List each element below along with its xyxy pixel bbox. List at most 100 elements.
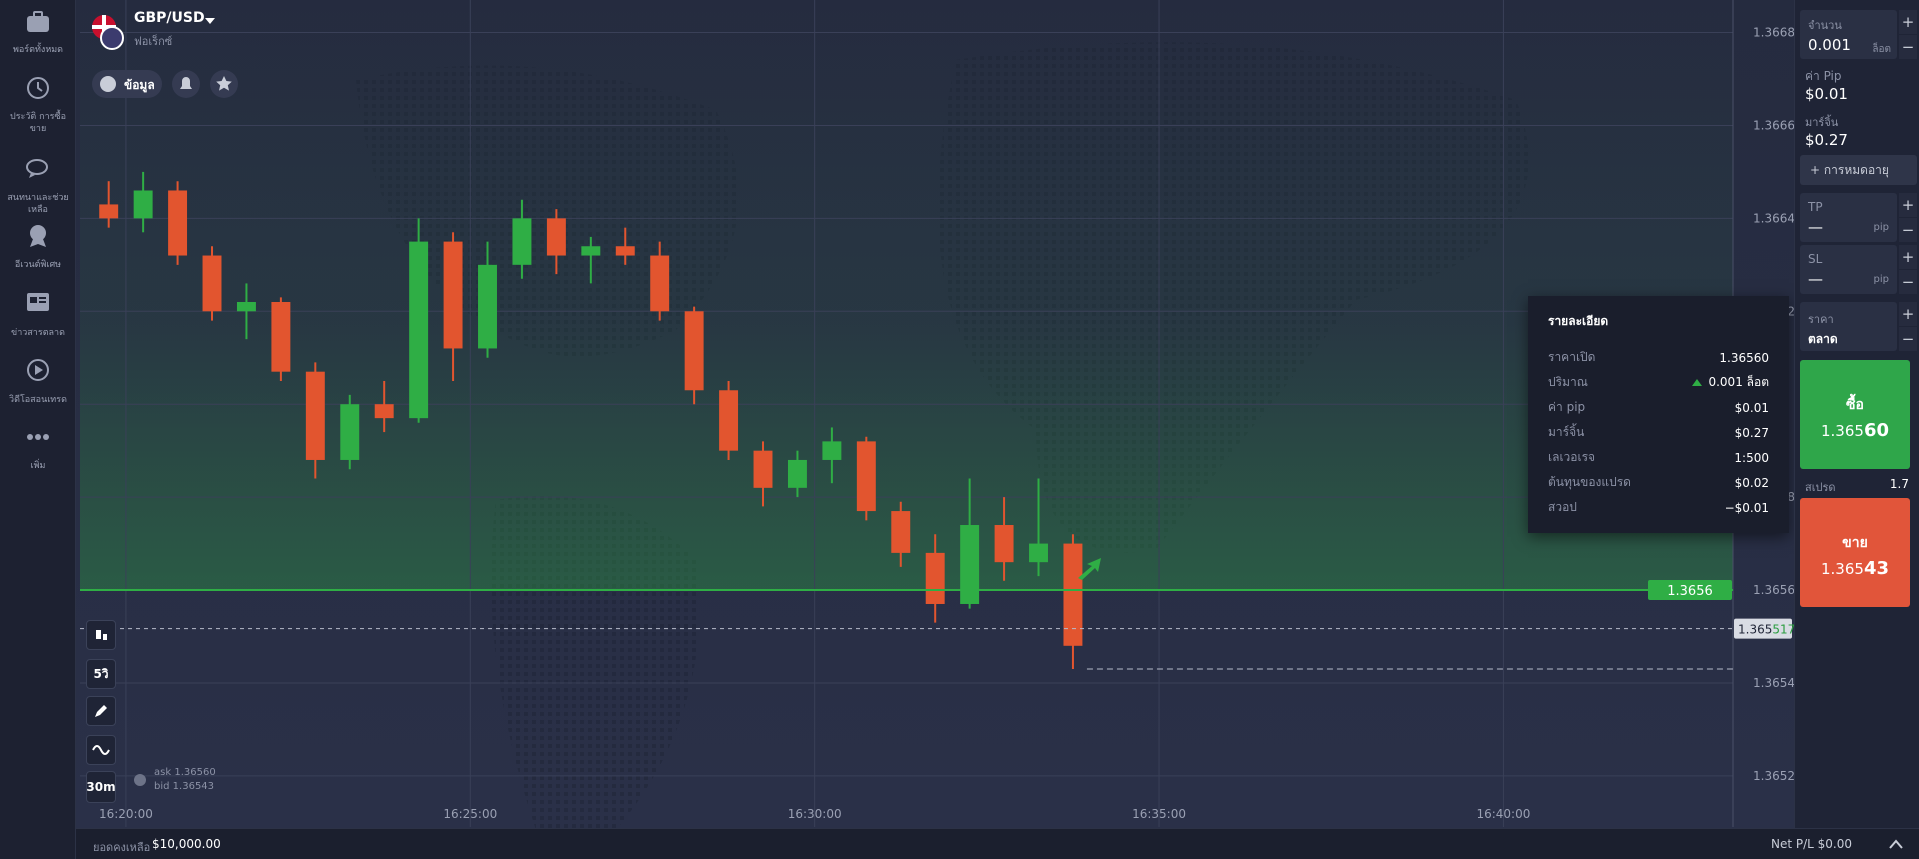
plus-button[interactable]: +: [1899, 302, 1917, 326]
info-label[interactable]: ข้อมูล: [124, 78, 155, 93]
tp-unit: pip: [1873, 222, 1889, 233]
amount-value[interactable]: 0.001: [1808, 36, 1851, 54]
sidebar-label[interactable]: เพิ่ม: [30, 461, 46, 471]
price-value[interactable]: ตลาด: [1808, 332, 1838, 346]
buy-price-main[interactable]: 1.365: [1820, 422, 1864, 440]
price-box[interactable]: ราคา ตลาด: [1800, 302, 1897, 351]
details-key: ปริมาณ: [1548, 375, 1588, 389]
sl-box[interactable]: SL — pip: [1800, 245, 1897, 294]
draw-button[interactable]: [86, 696, 116, 726]
candle-body: [719, 390, 739, 451]
tp-value[interactable]: —: [1808, 218, 1823, 236]
candle-body: [650, 255, 670, 312]
sidebar-label[interactable]: สนทนาและช่วยเหลือ: [7, 193, 69, 215]
flag: [92, 15, 124, 50]
bell-icon: [180, 77, 192, 89]
candle-body: [512, 218, 532, 265]
buy-label[interactable]: ซื้อ: [1846, 397, 1864, 413]
expiry-button[interactable]: + การหมดอายุ: [1800, 155, 1917, 185]
y-tick-label: 1.3654: [1753, 676, 1794, 690]
x-tick-label: 16:40:00: [1476, 807, 1530, 821]
volume-wrap: 0.001 ล็อต: [1692, 373, 1769, 392]
minus-button[interactable]: −: [1899, 327, 1917, 351]
asset-category: ฟอเร็กซ์: [134, 34, 173, 48]
spread-value: 1.7: [1889, 477, 1909, 491]
current-price-label: 1.365517: [1738, 623, 1794, 637]
expand-icon[interactable]: [1888, 838, 1904, 850]
chart-type-button[interactable]: [86, 620, 116, 650]
asset-dropdown[interactable]: [205, 18, 215, 24]
balance-label: ยอดคงเหลือ: [93, 841, 151, 854]
indicator-button[interactable]: [86, 735, 116, 765]
plus-button[interactable]: +: [1899, 193, 1917, 217]
x-tick-label: 16:30:00: [788, 807, 842, 821]
candle-body: [891, 511, 911, 553]
buy-button[interactable]: ซื้อ 1.36560: [1800, 360, 1910, 469]
chat-icon: [26, 159, 48, 178]
order-panel: จำนวน 0.001 ล็อต + − ค่า Pip $0.01 มาร์จ…: [1794, 0, 1919, 828]
timeframe-button[interactable]: 5วิ: [86, 659, 116, 689]
sidebar-label[interactable]: ข่าวสารตลาด: [11, 328, 65, 338]
buy-price[interactable]: 1.36560: [1800, 420, 1910, 441]
tp-box[interactable]: TP — pip: [1800, 193, 1897, 242]
details-value: 0.001 ล็อต: [1708, 375, 1769, 389]
pip-value: $0.01: [1805, 85, 1848, 103]
quote-info: ask 1.36560 bid 1.36543: [154, 766, 216, 794]
net-pl: Net P/L $0.00: [1771, 837, 1853, 851]
ask-value: 1.36560: [174, 767, 216, 778]
sidebar-label[interactable]: พอร์ตทั้งหมด: [12, 45, 64, 55]
candle-body: [374, 404, 394, 419]
balance-value[interactable]: $10,000.00: [152, 837, 221, 851]
details-row: เลเวอเรจ 1:500: [1548, 445, 1769, 470]
details-row: ค่า pip $0.01: [1548, 395, 1769, 420]
minus-button[interactable]: −: [1899, 218, 1917, 242]
buy-price-pips[interactable]: 60: [1863, 420, 1889, 441]
star-icon: [216, 76, 232, 91]
pencil-icon: [95, 705, 107, 717]
sell-button[interactable]: ขาย 1.36543: [1800, 498, 1910, 607]
candle-body: [994, 525, 1014, 563]
amount-box[interactable]: จำนวน 0.001 ล็อต: [1800, 10, 1897, 59]
candle-body: [409, 241, 429, 419]
sell-price-main[interactable]: 1.365: [1820, 560, 1864, 578]
sl-value[interactable]: —: [1808, 270, 1823, 288]
candle-body: [546, 218, 566, 256]
sell-label[interactable]: ขาย: [1842, 535, 1868, 551]
minus-button[interactable]: −: [1899, 270, 1917, 294]
current-price-main: 1.365: [1738, 623, 1772, 637]
sidebar-label[interactable]: อีเวนต์พิเศษ: [14, 260, 62, 270]
candle-body: [1029, 543, 1048, 563]
minus-button[interactable]: −: [1899, 35, 1917, 59]
asset-name[interactable]: GBP/USD: [134, 10, 205, 26]
bid-value: 1.36543: [172, 781, 215, 792]
candle-body: [581, 246, 601, 256]
details-key: สวอป: [1548, 500, 1577, 514]
details-row: สวอป −$0.01: [1548, 495, 1769, 520]
details-value: $0.27: [1734, 425, 1769, 440]
price-label: ราคา: [1808, 313, 1834, 326]
news-icon: [27, 293, 49, 311]
plus-button[interactable]: +: [1899, 10, 1917, 34]
details-key: ต้นทุนของแปรด: [1548, 475, 1631, 489]
y-tick-label: 1.3656: [1753, 583, 1794, 597]
wave-icon: [92, 745, 110, 755]
y-tick-label: 1.3666: [1753, 118, 1794, 132]
sidebar-label[interactable]: ประวัติ การซื้อขาย: [10, 112, 66, 134]
ask-row: ask 1.36560: [154, 766, 216, 780]
expiry-label[interactable]: การหมดอายุ: [1823, 163, 1889, 177]
candle-body: [856, 441, 876, 512]
details-row: ปริมาณ 0.001 ล็อต: [1548, 370, 1769, 395]
candle-body: [925, 552, 945, 604]
details-value: $0.01: [1734, 400, 1769, 415]
plus-button[interactable]: +: [1899, 245, 1917, 269]
details-row: ราคาเปิด 1.36560: [1548, 345, 1769, 370]
details-rows: ราคาเปิด 1.36560 ปริมาณ 0.001 ล็อตค่า pip $0…: [1548, 345, 1769, 520]
candle-body: [443, 241, 463, 349]
sidebar-label[interactable]: วิดีโอสอนเทรด: [9, 395, 67, 405]
sell-price[interactable]: 1.36543: [1800, 558, 1910, 579]
target-label: 1.3656: [1667, 584, 1713, 599]
sell-price-pips[interactable]: 43: [1863, 558, 1889, 579]
candle-body: [271, 301, 291, 372]
candle-size-button[interactable]: 30m: [86, 771, 116, 803]
